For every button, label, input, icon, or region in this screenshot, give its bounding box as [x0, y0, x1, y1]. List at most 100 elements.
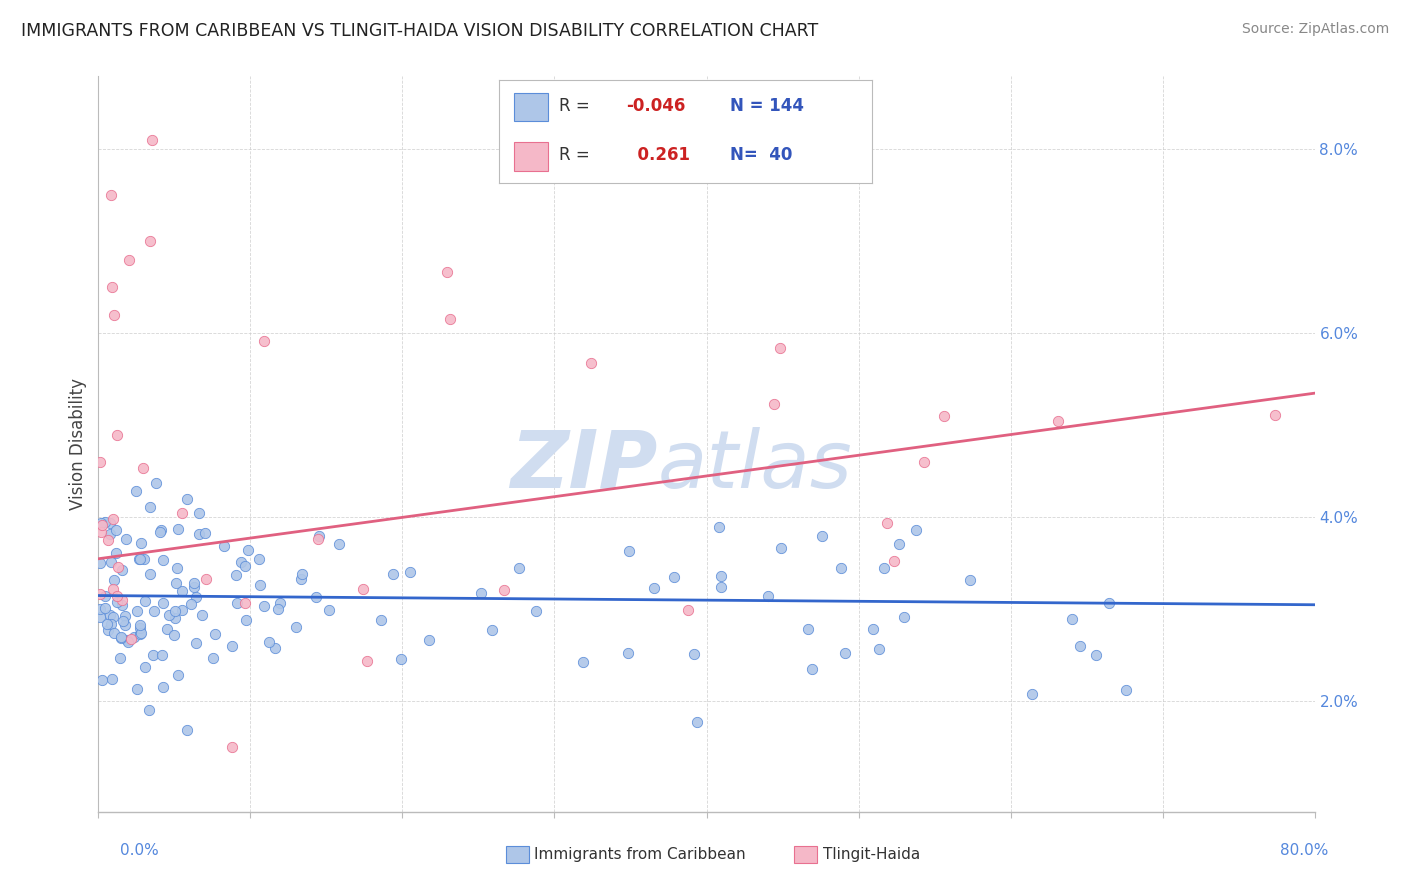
Point	[204, 627, 226, 641]
Point	[101, 280, 124, 294]
Point	[800, 662, 823, 676]
Point	[101, 672, 124, 686]
Point	[152, 680, 174, 694]
Point	[873, 561, 896, 575]
Point	[305, 590, 328, 604]
Point	[114, 608, 136, 623]
Point	[152, 648, 174, 662]
Point	[97, 623, 120, 637]
Point	[93, 601, 115, 615]
Text: N = 144: N = 144	[730, 97, 804, 115]
Point	[110, 631, 132, 645]
Point	[307, 533, 329, 547]
Point	[905, 523, 928, 537]
Point	[508, 560, 530, 574]
Text: IMMIGRANTS FROM CARIBBEAN VS TLINGIT-HAIDA VISION DISABILITY CORRELATION CHART: IMMIGRANTS FROM CARIBBEAN VS TLINGIT-HAI…	[21, 22, 818, 40]
Point	[101, 582, 124, 596]
Point	[862, 623, 884, 637]
Point	[111, 592, 134, 607]
Point	[1069, 639, 1091, 653]
Point	[617, 646, 640, 660]
Point	[238, 543, 260, 558]
Point	[264, 641, 287, 656]
Point	[202, 650, 225, 665]
Text: 0.0%: 0.0%	[120, 843, 159, 858]
Point	[868, 641, 890, 656]
Point	[188, 527, 211, 541]
Point	[1084, 648, 1107, 663]
Point	[912, 455, 935, 469]
Point	[253, 334, 276, 348]
Point	[172, 603, 194, 617]
Point	[89, 455, 111, 469]
Point	[125, 682, 148, 697]
Point	[103, 625, 125, 640]
Point	[756, 589, 779, 603]
Point	[643, 581, 665, 595]
Point	[494, 583, 516, 598]
Point	[356, 654, 378, 668]
Point	[1115, 682, 1137, 697]
Point	[134, 594, 156, 608]
Point	[195, 572, 218, 586]
Point	[120, 632, 142, 646]
Text: 0.261: 0.261	[626, 146, 690, 164]
Point	[98, 516, 121, 530]
Text: Tlingit-Haida: Tlingit-Haida	[823, 847, 920, 862]
Point	[156, 622, 179, 636]
Point	[129, 621, 152, 635]
Text: Source: ZipAtlas.com: Source: ZipAtlas.com	[1241, 22, 1389, 37]
Text: Immigrants from Caribbean: Immigrants from Caribbean	[534, 847, 747, 862]
Point	[100, 616, 122, 631]
Point	[834, 646, 856, 660]
Point	[129, 626, 152, 640]
Point	[132, 461, 155, 475]
Point	[145, 476, 167, 491]
Point	[183, 580, 205, 594]
Point	[247, 551, 270, 566]
Text: ZIP: ZIP	[510, 427, 658, 505]
Point	[125, 604, 148, 618]
Point	[110, 599, 132, 613]
Point	[769, 341, 792, 355]
Point	[308, 529, 330, 543]
Point	[194, 526, 217, 541]
Bar	[515, 142, 547, 170]
Point	[105, 427, 128, 442]
Point	[188, 507, 211, 521]
Point	[115, 532, 138, 546]
Point	[932, 409, 955, 423]
Point	[876, 516, 898, 530]
Point	[389, 651, 412, 665]
Point	[165, 576, 187, 591]
Point	[176, 491, 198, 506]
Text: atlas: atlas	[658, 427, 852, 505]
Point	[115, 632, 138, 647]
Point	[436, 265, 458, 279]
Point	[235, 613, 257, 627]
Text: R =: R =	[558, 146, 589, 164]
Point	[105, 594, 128, 608]
Point	[664, 570, 686, 584]
Point	[114, 618, 136, 632]
Point	[290, 572, 312, 586]
Point	[172, 506, 194, 520]
Point	[291, 566, 314, 581]
Point	[285, 620, 308, 634]
Point	[89, 557, 111, 571]
Point	[481, 624, 503, 638]
Point	[1098, 596, 1121, 610]
Point	[710, 568, 733, 582]
Point	[676, 603, 699, 617]
Point	[128, 552, 150, 566]
Point	[129, 617, 152, 632]
Y-axis label: Vision Disability: Vision Disability	[69, 378, 87, 509]
Point	[883, 554, 905, 568]
Point	[98, 608, 121, 623]
Point	[90, 524, 112, 539]
Point	[796, 622, 818, 636]
Point	[103, 573, 125, 587]
Point	[118, 252, 141, 267]
Point	[1060, 612, 1083, 626]
Point	[105, 523, 128, 537]
